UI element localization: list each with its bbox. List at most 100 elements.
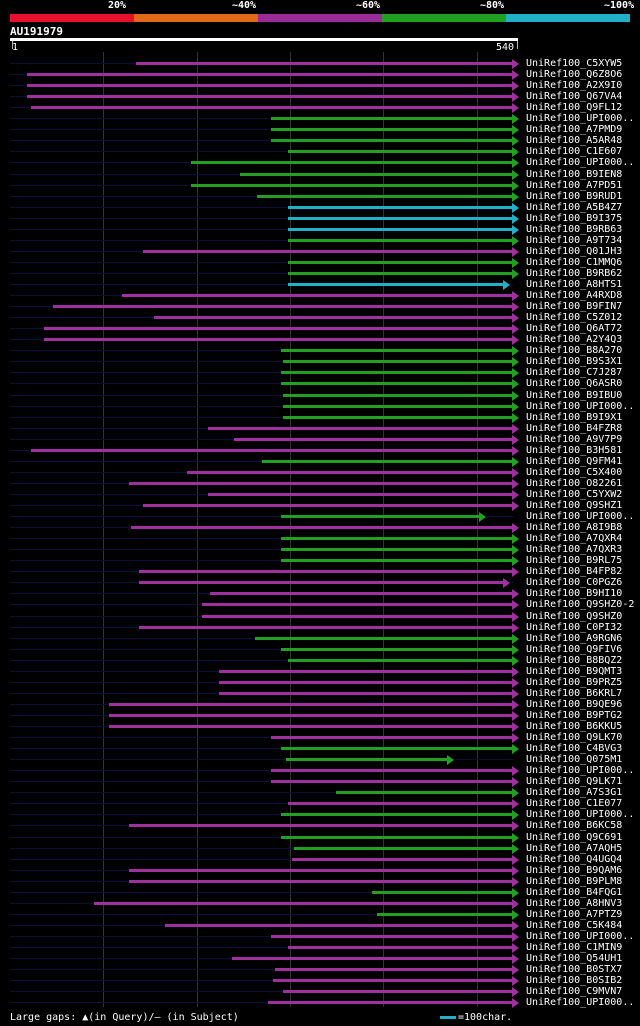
hit-label[interactable]: UniRef100_A2Y4Q3 [526,334,623,346]
hit-label[interactable]: UniRef100_B9PRZ5 [526,676,623,688]
hit-label[interactable]: UniRef100_A9V7P9 [526,433,623,445]
hit-bar[interactable] [280,349,514,353]
hit-bar[interactable] [282,360,514,364]
hit-bar[interactable] [138,625,514,629]
hit-bar[interactable] [288,946,514,949]
hit-bar[interactable] [219,680,514,684]
hit-label[interactable]: UniRef100_Q6Z8O6 [526,69,623,81]
hit-label[interactable]: UniRef100_B8A270 [526,345,623,357]
hit-label[interactable]: UniRef100_UPI000.. [526,113,635,125]
hit-row[interactable]: UniRef100_A4RXD8 [0,290,640,302]
hit-bar[interactable] [202,603,514,607]
hit-row[interactable]: UniRef100_A7AQH5 [0,843,640,854]
hit-row[interactable]: UniRef100_A5B4Z7 [0,202,640,213]
hit-bar[interactable] [275,968,514,972]
hit-bar[interactable] [286,758,449,762]
hit-label[interactable]: UniRef100_C5XYW5 [526,58,623,69]
hit-row[interactable]: UniRef100_B9I375 [0,213,640,224]
hit-label[interactable]: UniRef100_A8I9B8 [526,522,623,534]
hit-row[interactable]: UniRef100_C5Z012 [0,312,640,324]
hit-label[interactable]: UniRef100_A7PTZ9 [526,908,623,920]
hit-label[interactable]: UniRef100_C7J287 [526,367,623,379]
hit-row[interactable]: UniRef100_UPI000.. [0,931,640,942]
hit-bar[interactable] [136,62,514,65]
hit-bar[interactable] [128,879,514,883]
hit-bar[interactable] [282,415,514,419]
hit-label[interactable]: UniRef100_B4FQG1 [526,886,623,898]
hit-bar[interactable] [108,725,514,728]
hit-row[interactable]: UniRef100_A9T734 [0,235,640,246]
hit-label[interactable]: UniRef100_Q9C691 [526,831,623,843]
hit-label[interactable]: UniRef100_A5B4Z7 [526,201,623,213]
hit-row[interactable]: UniRef100_UPI000.. [0,113,640,125]
hit-bar[interactable] [372,890,514,894]
hit-label[interactable]: UniRef100_A8HNV3 [526,897,623,909]
hit-bar[interactable] [291,857,514,861]
hit-row[interactable]: UniRef100_Q6Z8O6 [0,69,640,81]
hit-row[interactable]: UniRef100_B0STX7 [0,964,640,976]
hit-label[interactable]: UniRef100_B9QMT3 [526,665,623,677]
hit-row[interactable]: UniRef100_Q9SHZ1 [0,500,640,511]
hit-row[interactable]: UniRef100_C9MVN7 [0,986,640,998]
hit-bar[interactable] [288,271,514,275]
hit-label[interactable]: UniRef100_Q54UH1 [526,953,623,965]
hit-bar[interactable] [191,161,514,165]
hit-bar[interactable] [262,459,514,463]
hit-row[interactable]: UniRef100_Q9FM41 [0,456,640,467]
hit-row[interactable]: UniRef100_Q9FL12 [0,102,640,114]
hit-bar[interactable] [207,492,514,496]
hit-bar[interactable] [219,669,514,673]
hit-label[interactable]: UniRef100_B6KRL7 [526,687,623,699]
hit-row[interactable]: UniRef100_B4FP82 [0,566,640,578]
hit-bar[interactable] [131,526,514,530]
hit-label[interactable]: UniRef100_B9HI10 [526,588,623,600]
hit-bar[interactable] [122,294,514,298]
hit-bar[interactable] [376,912,514,916]
hit-row[interactable]: UniRef100_B9I9X1 [0,412,640,423]
hit-label[interactable]: UniRef100_A4RXD8 [526,290,623,302]
hit-label[interactable]: UniRef100_B9PTG2 [526,709,623,721]
hit-label[interactable]: UniRef100_Q9FM41 [526,455,623,467]
hit-row[interactable]: UniRef100_B4FQG1 [0,887,640,898]
hit-bar[interactable] [280,515,482,519]
hit-bar[interactable] [30,448,514,452]
hit-row[interactable]: UniRef100_Q67VA4 [0,91,640,103]
hit-label[interactable]: UniRef100_B9QE96 [526,698,623,710]
hit-label[interactable]: UniRef100_C1E607 [526,146,623,158]
hit-label[interactable]: UniRef100_B6KC58 [526,820,623,832]
hit-bar[interactable] [280,382,514,386]
hit-row[interactable]: UniRef100_Q075M1 [0,754,640,766]
hit-label[interactable]: UniRef100_A5AR48 [526,135,623,147]
hit-label[interactable]: UniRef100_Q9SHZ1 [526,500,623,511]
hit-label[interactable]: UniRef100_A7AQH5 [526,842,623,854]
hit-bar[interactable] [280,559,514,563]
hit-row[interactable]: UniRef100_B9PRZ5 [0,677,640,688]
hit-label[interactable]: UniRef100_Q075M1 [526,754,623,766]
hit-bar[interactable] [288,260,514,264]
hit-label[interactable]: UniRef100_Q9LK71 [526,776,623,788]
hit-bar[interactable] [138,581,505,585]
hit-bar[interactable] [271,128,514,132]
hit-label[interactable]: UniRef100_B9RUD1 [526,190,623,202]
hit-label[interactable]: UniRef100_B0STX7 [526,964,623,976]
hit-bar[interactable] [153,316,514,320]
hit-label[interactable]: UniRef100_B9IEN8 [526,168,623,180]
hit-label[interactable]: UniRef100_UPI000.. [526,765,635,777]
hit-label[interactable]: UniRef100_B9QAM6 [526,864,623,876]
hit-row[interactable]: UniRef100_C1E607 [0,146,640,158]
hit-label[interactable]: UniRef100_B4FP82 [526,566,623,578]
hit-bar[interactable] [232,957,514,961]
hit-bar[interactable] [209,592,514,596]
hit-bar[interactable] [187,470,514,474]
hit-row[interactable]: UniRef100_A9RGN6 [0,633,640,644]
hit-bar[interactable] [164,923,514,927]
hit-bar[interactable] [202,614,514,618]
hit-row[interactable]: UniRef100_A5AR48 [0,135,640,147]
hit-label[interactable]: UniRef100_C5YXW2 [526,488,623,500]
hit-row[interactable]: UniRef100_C5YXW2 [0,489,640,500]
hit-row[interactable]: UniRef100_A2X9I0 [0,80,640,92]
hit-label[interactable]: UniRef100_Q4UGQ4 [526,853,623,865]
hit-bar[interactable] [335,791,514,795]
hit-bar[interactable] [52,305,514,309]
hit-row[interactable]: UniRef100_A2Y4Q3 [0,334,640,346]
